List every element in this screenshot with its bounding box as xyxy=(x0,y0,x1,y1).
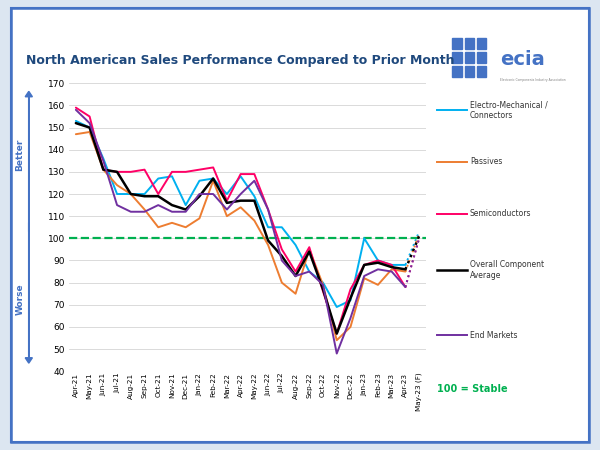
Text: ecia: ecia xyxy=(500,50,545,69)
Text: North American Sales Performance Compared to Prior Month: North American Sales Performance Compare… xyxy=(26,54,454,67)
Text: Electronic Components Industry Association: Electronic Components Industry Associati… xyxy=(500,77,566,81)
Bar xyxy=(452,66,461,77)
Bar xyxy=(452,52,461,63)
Text: End Markets: End Markets xyxy=(470,331,517,340)
Bar xyxy=(452,38,461,49)
Text: Overall Component
Average: Overall Component Average xyxy=(470,260,544,280)
Bar xyxy=(464,38,474,49)
Bar xyxy=(477,66,486,77)
Bar xyxy=(464,66,474,77)
Text: Semiconductors: Semiconductors xyxy=(470,209,532,218)
Text: 100 = Stable: 100 = Stable xyxy=(437,384,508,394)
Bar xyxy=(477,38,486,49)
Bar xyxy=(477,52,486,63)
Text: Passives: Passives xyxy=(470,158,502,166)
Text: Worse: Worse xyxy=(16,284,24,315)
Text: Better: Better xyxy=(16,139,24,171)
Bar xyxy=(464,52,474,63)
Text: Electro-Mechanical /
Connectors: Electro-Mechanical / Connectors xyxy=(470,100,548,120)
